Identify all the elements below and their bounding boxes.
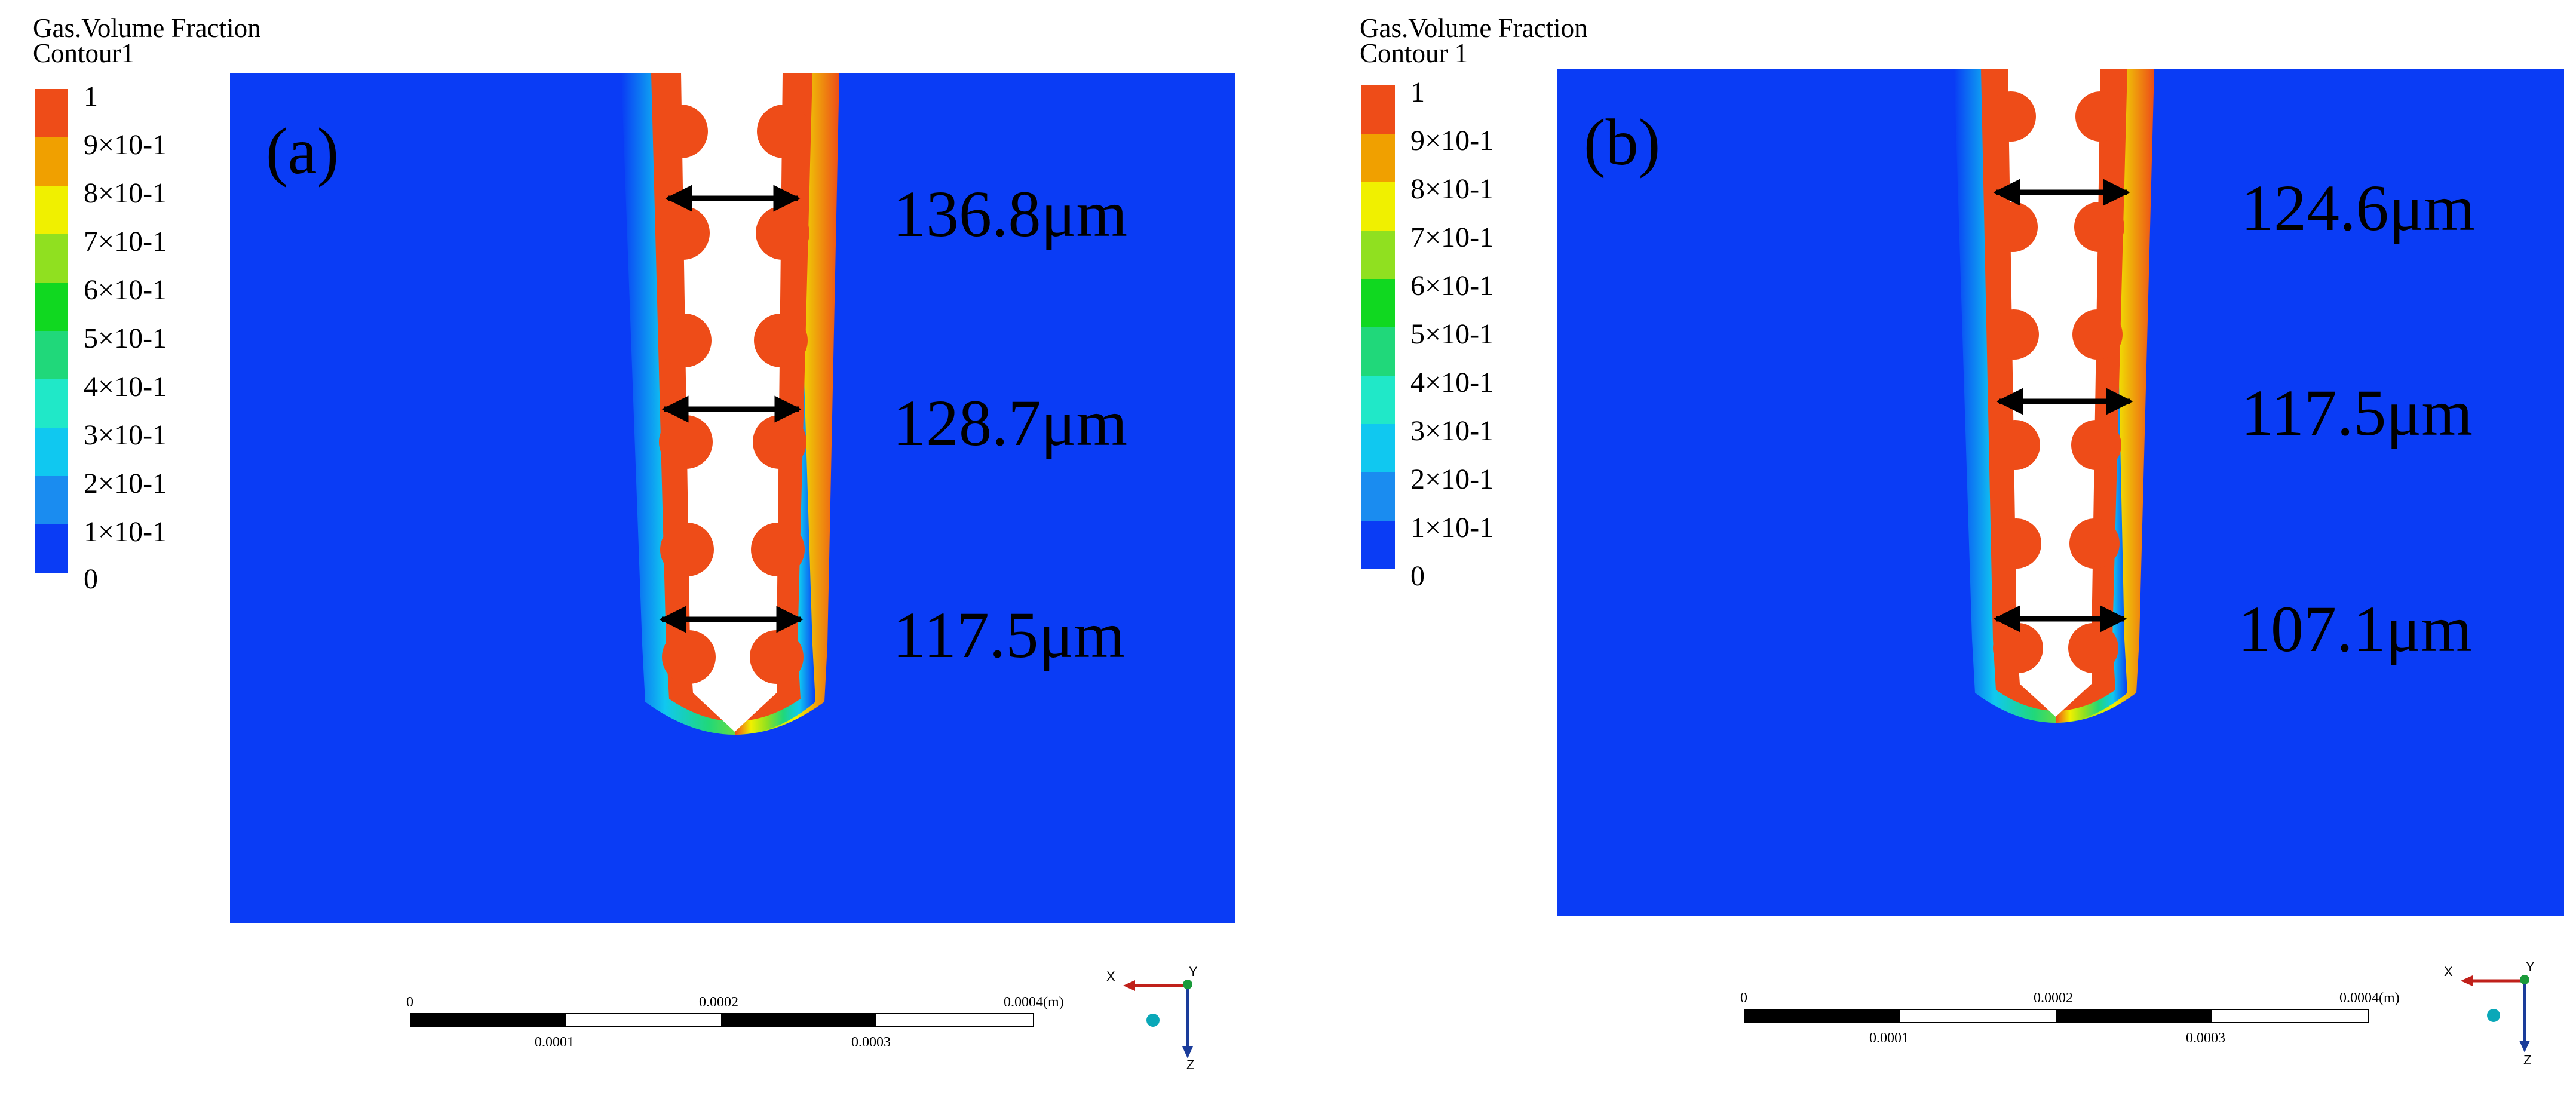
legend-tick-06: 6×10-1	[1410, 270, 1494, 302]
measurement-top: 124.6μm	[2241, 171, 2475, 244]
legend-tick-03: 3×10-1	[1410, 415, 1494, 447]
legend-tick-0: 0	[1410, 560, 1425, 592]
legend-swatch-4	[1361, 376, 1395, 424]
legend-swatch-3	[1361, 424, 1395, 472]
legend-swatch-8	[1361, 182, 1395, 231]
axis-label-x: X	[1106, 969, 1115, 984]
scale-label-00001: 0.0001	[535, 1035, 574, 1050]
legend-tick-08: 8×10-1	[84, 177, 167, 209]
legend-tick-08: 8×10-1	[1410, 173, 1494, 205]
legend-swatch-6	[1361, 279, 1395, 327]
legend-tick-05: 5×10-1	[84, 323, 167, 354]
scale-label-0: 0	[1740, 990, 1747, 1006]
panel-label: (b)	[1584, 106, 1660, 179]
legend-tick-09: 9×10-1	[84, 129, 167, 161]
legend-tick-07: 7×10-1	[84, 226, 167, 257]
measurement-bottom: 117.5μm	[893, 599, 1125, 671]
scale-label-0: 0	[406, 995, 413, 1010]
legend-title-line2: Contour1	[33, 38, 134, 68]
legend-tick-0: 0	[84, 563, 98, 595]
measurement-bottom: 107.1μm	[2238, 593, 2472, 665]
legend-title-line1: Gas.Volume Fraction	[33, 13, 261, 43]
legend-swatch-10	[35, 89, 68, 137]
legend-tick-09: 9×10-1	[1410, 125, 1494, 156]
scale-label-00001: 0.0001	[1869, 1030, 1909, 1046]
legend-swatch-2	[35, 476, 68, 524]
scale-label-00004: 0.0004(m)	[1004, 995, 1064, 1010]
legend-tick-04: 4×10-1	[1410, 367, 1494, 398]
axis-label-z: Z	[2523, 1052, 2531, 1067]
y-axis-dot	[1183, 980, 1192, 989]
legend-swatch-8	[35, 186, 68, 234]
legend-swatch-5	[35, 331, 68, 379]
legend-title-line2: Contour 1	[1360, 38, 1468, 68]
legend-swatch-1	[1361, 521, 1395, 569]
legend-tick-02: 2×10-1	[84, 468, 167, 499]
legend-swatch-5	[1361, 327, 1395, 376]
scale-label-00003: 0.0003	[2186, 1030, 2225, 1046]
scale-label-00003: 0.0003	[851, 1035, 891, 1050]
axis-triad	[1123, 980, 1193, 1058]
panel-b: Gas.Volume Fraction Contour 1 1 9×10-1 8…	[1324, 0, 2576, 1108]
legend-tick-03: 3×10-1	[84, 419, 167, 451]
legend-tick-01: 1×10-1	[1410, 512, 1494, 544]
panel-a: Gas.Volume Fraction Contour1 1 9×10-1 8×…	[0, 0, 1288, 1108]
scale-bar	[410, 1013, 1034, 1027]
legend-swatch-9	[35, 137, 68, 186]
legend-swatch-6	[35, 283, 68, 331]
panel-a-figure: Gas.Volume Fraction Contour1 1 9×10-1 8×…	[33, 13, 1235, 1072]
legend-swatch-7	[35, 234, 68, 283]
legend-tick-07: 7×10-1	[1410, 222, 1494, 253]
axis-label-y: Y	[2526, 959, 2535, 974]
y-axis-dot	[2520, 975, 2529, 984]
legend-swatch-3	[35, 428, 68, 476]
legend-tick-1: 1	[84, 81, 98, 112]
measurement-middle: 128.7μm	[893, 386, 1127, 459]
legend-colorbar	[1361, 85, 1395, 569]
axis-label-x: X	[2444, 964, 2453, 979]
axis-label-z: Z	[1186, 1057, 1194, 1072]
legend-swatch-10	[1361, 85, 1395, 134]
legend-title-line1: Gas.Volume Fraction	[1360, 13, 1588, 43]
legend-swatch-9	[1361, 134, 1395, 182]
panel-label: (a)	[266, 115, 339, 188]
scale-label-00002: 0.0002	[699, 995, 738, 1010]
legend-tick-04: 4×10-1	[84, 371, 167, 403]
scale-label-00002: 0.0002	[2034, 990, 2073, 1006]
view-sphere	[1146, 1014, 1160, 1027]
legend-swatch-1	[35, 524, 68, 573]
view-sphere	[2487, 1009, 2500, 1022]
legend-swatch-4	[35, 379, 68, 428]
legend-tick-02: 2×10-1	[1410, 464, 1494, 495]
axis-triad	[2461, 975, 2530, 1052]
gas-channel	[1954, 69, 2154, 723]
legend-swatch-2	[1361, 472, 1395, 521]
scale-bar	[1744, 1009, 2369, 1023]
measurement-middle: 117.5μm	[2241, 376, 2473, 449]
legend-tick-01: 1×10-1	[84, 516, 167, 548]
gas-channel	[621, 73, 839, 735]
legend-tick-05: 5×10-1	[1410, 318, 1494, 350]
measurement-top: 136.8μm	[893, 177, 1127, 250]
panel-b-figure: Gas.Volume Fraction Contour 1 1 9×10-1 8…	[1360, 13, 2564, 1067]
legend-colorbar	[35, 89, 68, 573]
legend-tick-1: 1	[1410, 76, 1425, 108]
axis-label-y: Y	[1189, 964, 1198, 979]
scale-label-00004: 0.0004(m)	[2339, 990, 2400, 1006]
legend-tick-06: 6×10-1	[84, 274, 167, 306]
legend-swatch-7	[1361, 231, 1395, 279]
